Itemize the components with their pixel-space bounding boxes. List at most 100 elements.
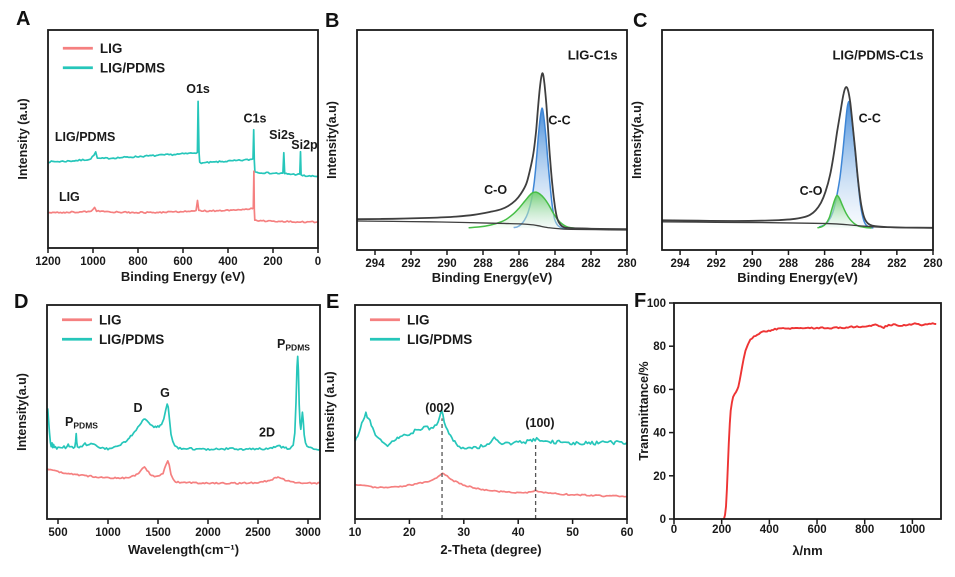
B-xtick-label: 286 [509,258,528,270]
C-x-axis-title: Binding Energy(eV) [737,270,858,285]
D-xtick-label: 2000 [195,527,221,539]
E-y-axis-title: Intensity (a.u) [323,371,337,452]
E-plot-frame [354,304,628,520]
C-xtick-label: 292 [707,258,726,270]
panel-label-E: E [326,291,340,313]
E-xtick-label: 10 [349,527,362,539]
D-series-LIG/PDMS [46,355,321,451]
C-xtick-label: 282 [887,258,906,270]
B-plot-frame [356,29,628,251]
F-plot-area [722,322,937,520]
B-annotation-LIG-C1s: LIG-C1s [568,48,618,63]
D-xtick-label: 500 [48,527,67,539]
F-xtick-label: 1000 [900,524,926,536]
D-annotation-PPDMS: PPDMS [65,415,98,431]
D-annotation-D: D [133,401,142,415]
D-y-axis-title: Intensity(a.u) [15,373,29,451]
D-plot-frame [46,304,321,520]
E-annotation-(002): (002) [425,401,454,415]
C-annotation-C-C: C-C [859,111,881,125]
E-series-LIG/PDMS [354,409,628,450]
D-annotation-G: G [160,386,170,400]
A-legend-label-LIG/PDMS: LIG/PDMS [100,60,165,75]
A-series-LIG [47,170,319,224]
panel-label-B: B [325,10,340,32]
B-xtick-label: 282 [581,258,600,270]
A-legend-label-LIG: LIG [100,41,123,56]
F-xtick-label: 0 [671,524,677,536]
B-series-background [356,220,628,231]
B-annotation-C-O: C-O [484,183,507,197]
C-series-envelope [661,86,934,229]
E-xtick-label: 60 [621,527,634,539]
B-series-fill-C-O [468,192,576,229]
E-annotation-(100): (100) [525,416,554,430]
F-xtick-label: 600 [807,524,826,536]
F-ytick-label: 20 [653,471,666,483]
F-plot-frame [673,302,942,520]
D-plot-area [46,355,321,485]
chart-F: 0 200 400 600 800 1000 0 20 40 60 80 100 λ/nm Transmi… [637,298,942,558]
C-xtick-label: 288 [779,258,799,270]
F-ytick-label: 80 [653,341,666,353]
chart-B: 294 292 290 288 286 284 282 280 Binding Energy(e… [325,29,637,285]
D-series-LIG [46,460,321,485]
C-series-fill-C-C [819,101,874,228]
A-xtick-label: 200 [263,256,282,268]
E-x-axis-title: 2-Theta (degree) [440,542,541,557]
F-xtick-label: 200 [712,524,731,536]
C-plot-area [661,86,934,229]
D-xtick-label: 1000 [95,527,121,539]
A-xtick-label: 1000 [80,256,106,268]
F-xtick-label: 400 [760,524,779,536]
panel-label-F: F [634,290,647,312]
A-y-axis-title: Intensity (a.u) [16,98,30,179]
C-xtick-label: 284 [851,258,871,270]
B-y-axis-title: Intensity(a.u) [325,101,339,179]
panel-label-D: D [14,291,29,313]
A-xtick-label: 1200 [35,256,61,268]
B-xtick-label: 280 [617,258,636,270]
C-plot-frame [661,29,934,251]
B-series-fill-C-C [513,108,568,229]
E-series-LIG [354,472,628,498]
A-plot-area [47,100,319,224]
F-ytick-label: 100 [647,298,666,310]
E-legend-label-LIG: LIG [407,312,430,327]
panel-label-A: A [16,8,31,30]
B-x-axis-title: Binding Energy(eV) [432,270,553,285]
B-xtick-label: 292 [401,258,420,270]
E-xtick-label: 20 [403,527,416,539]
F-x-axis-title: λ/nm [792,543,822,558]
B-series-C-O [468,191,576,229]
F-ytick-label: 0 [660,514,666,526]
D-annotation-2D: 2D [259,426,275,440]
F-ytick-label: 60 [653,384,666,396]
B-xtick-label: 294 [365,258,385,270]
C-y-axis-title: Intensity(a.u) [630,101,644,179]
C-xtick-label: 280 [923,258,942,270]
F-ytick-label: 40 [653,428,666,440]
D-annotation-PPDMS: PPDMS [277,337,310,353]
chart-A: 1200 1000 800 600 400 200 0 Binding Energy (eV)… [16,29,321,284]
A-annotation-Si2p: Si2p [291,138,318,152]
panel-label-C: C [633,10,648,32]
B-xtick-label: 290 [437,258,456,270]
A-annotation-O1s: O1s [186,82,210,96]
C-annotation-C-O: C-O [800,184,823,198]
D-legend-label-LIG/PDMS: LIG/PDMS [99,332,164,347]
D-xtick-label: 3000 [295,527,321,539]
A-xtick-label: 800 [128,256,147,268]
D-legend-label-LIG: LIG [99,312,122,327]
chart-D: 500 1000 1500 2000 2500 3000 Wavelength(cm⁻¹) I… [15,304,321,557]
A-annotation-LIG/PDMS: LIG/PDMS [55,130,115,144]
B-xtick-label: 288 [473,258,493,270]
E-xtick-label: 40 [512,527,525,539]
E-legend-label-LIG/PDMS: LIG/PDMS [407,332,472,347]
D-x-axis-title: Wavelength(cm⁻¹) [128,542,239,557]
A-xtick-label: 400 [218,256,237,268]
F-series-LIG/PDMS transmittance [722,322,937,520]
B-annotation-C-C: C-C [548,114,570,128]
